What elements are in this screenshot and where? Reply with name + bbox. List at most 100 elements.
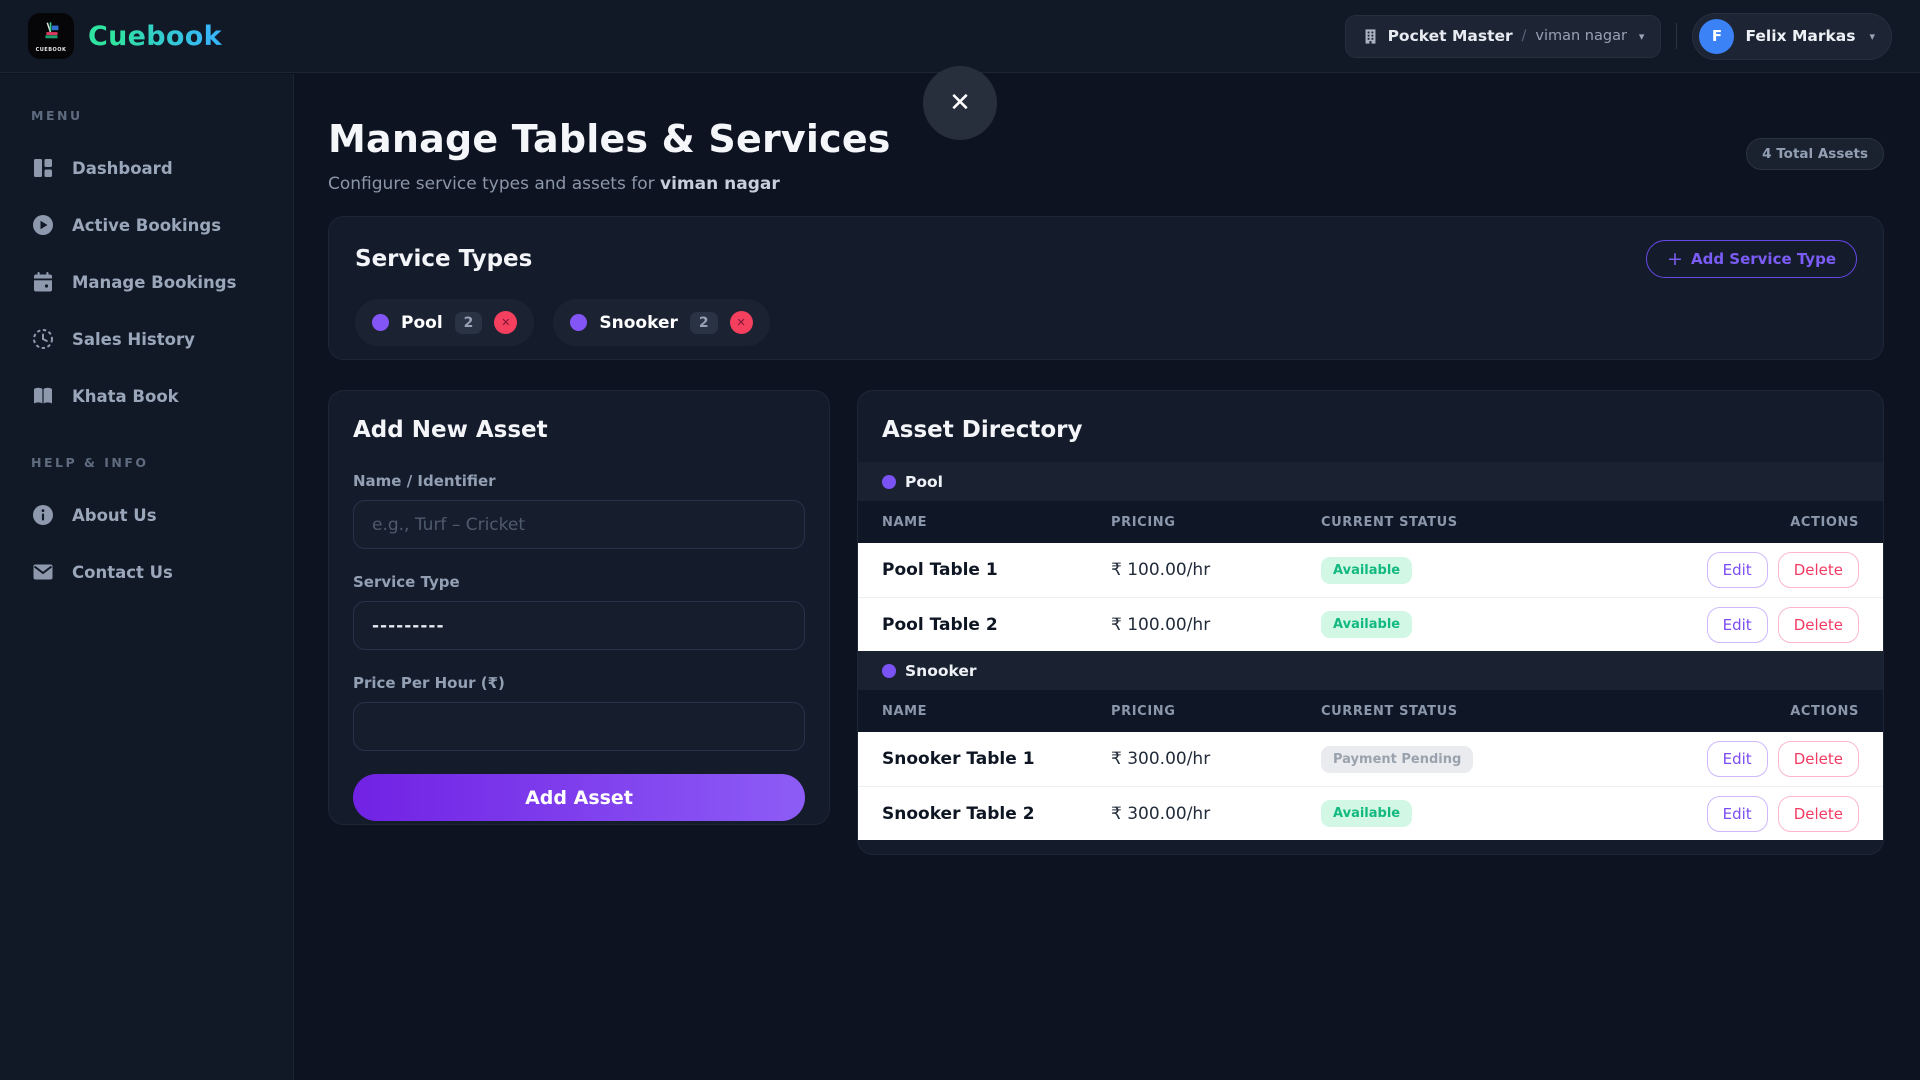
- price-field-label: Price Per Hour (₹): [353, 674, 505, 692]
- status-badge: Available: [1321, 611, 1413, 638]
- service-type-chip-pool[interactable]: Pool 2 ✕: [355, 299, 535, 346]
- topbar: CUEBOOK Cuebook Pocket Master / viman na…: [0, 0, 1920, 73]
- edit-button[interactable]: Edit: [1706, 795, 1768, 832]
- sidebar-item-label: Sales History: [72, 329, 195, 349]
- user-name: Felix Markas: [1745, 27, 1856, 45]
- plus-icon: +: [1667, 248, 1683, 270]
- status-badge: Available: [1321, 556, 1413, 584]
- chevron-down-icon: ▾: [1869, 29, 1875, 43]
- logo-mark-icon: [45, 21, 59, 38]
- asset-directory-card: Asset Directory Pool NAME PRICING CURREN…: [857, 390, 1884, 855]
- column-pricing: PRICING: [1111, 703, 1176, 719]
- column-pricing: PRICING: [1111, 514, 1176, 530]
- chip-count-badge: 2: [689, 311, 718, 334]
- service-dot-icon: [372, 314, 389, 331]
- price-per-hour-input[interactable]: [353, 702, 805, 751]
- add-service-type-button[interactable]: + Add Service Type: [1646, 240, 1857, 278]
- service-types-title: Service Types: [355, 246, 533, 272]
- logo-caption: CUEBOOK: [35, 46, 67, 53]
- page-title: Manage Tables & Services: [328, 117, 891, 161]
- table-column-header: NAME PRICING CURRENT STATUS ACTIONS: [858, 690, 1883, 732]
- asset-name: Snooker Table 1: [882, 749, 1035, 769]
- add-service-type-label: Add Service Type: [1690, 250, 1836, 268]
- column-name: NAME: [882, 703, 928, 719]
- name-field-label: Name / Identifier: [353, 472, 496, 490]
- remove-service-type-button[interactable]: ✕: [729, 311, 753, 334]
- avatar: F: [1699, 18, 1735, 54]
- column-actions: ACTIONS: [1790, 703, 1859, 719]
- add-asset-button[interactable]: Add Asset: [353, 774, 805, 821]
- user-menu[interactable]: F Felix Markas ▾: [1692, 12, 1892, 60]
- close-button[interactable]: ✕: [923, 66, 997, 140]
- branch-name: viman nagar: [1535, 28, 1627, 44]
- play-circle-icon: [33, 215, 53, 235]
- asset-name: Snooker Table 2: [882, 803, 1035, 824]
- org-separator: /: [1521, 28, 1527, 44]
- service-dot-icon: [882, 474, 896, 489]
- sidebar-item-dashboard[interactable]: Dashboard: [31, 156, 273, 180]
- subtitle-text: Configure service types and assets for: [328, 174, 661, 194]
- sidebar-item-manage-bookings[interactable]: Manage Bookings: [31, 270, 273, 294]
- remove-service-type-button[interactable]: ✕: [494, 311, 518, 334]
- service-type-chips: Pool 2 ✕ Snooker 2 ✕: [355, 299, 1857, 346]
- main-content: Manage Tables & Services Configure servi…: [295, 74, 1920, 1080]
- sidebar-item-contact-us[interactable]: Contact Us: [31, 560, 273, 584]
- group-header-pool: Pool: [858, 462, 1883, 501]
- close-icon: ✕: [949, 88, 971, 118]
- menu-section-label: MENU: [31, 108, 83, 123]
- column-actions: ACTIONS: [1790, 514, 1859, 530]
- column-status: CURRENT STATUS: [1321, 514, 1458, 530]
- service-dot-icon: [882, 663, 896, 678]
- dashboard-icon: [34, 159, 52, 177]
- topbar-right: Pocket Master / viman nagar ▾ F Felix Ma…: [1344, 12, 1892, 60]
- table-column-header: NAME PRICING CURRENT STATUS ACTIONS: [858, 501, 1883, 543]
- status-badge: Payment Pending: [1321, 745, 1474, 773]
- group-name: Snooker: [905, 661, 977, 680]
- chip-label: Snooker: [599, 312, 678, 333]
- sidebar-item-sales-history[interactable]: Sales History: [31, 327, 273, 351]
- group-name: Pool: [905, 472, 943, 491]
- org-name: Pocket Master: [1387, 27, 1513, 45]
- group-header-snooker: Snooker: [858, 651, 1883, 690]
- column-status: CURRENT STATUS: [1321, 703, 1458, 719]
- delete-button[interactable]: Delete: [1777, 606, 1859, 643]
- sidebar-item-active-bookings[interactable]: Active Bookings: [31, 213, 273, 237]
- service-type-field-label: Service Type: [353, 573, 460, 591]
- page-subtitle: Configure service types and assets for v…: [328, 174, 891, 194]
- close-icon: ✕: [501, 316, 511, 329]
- service-type-select[interactable]: ---------: [353, 601, 805, 650]
- subtitle-branch: viman nagar: [660, 174, 780, 194]
- service-type-chip-snooker[interactable]: Snooker 2 ✕: [553, 299, 770, 346]
- envelope-icon: [33, 564, 53, 580]
- sidebar-item-about-us[interactable]: About Us: [31, 503, 273, 527]
- asset-name: Pool Table 2: [882, 614, 998, 635]
- service-types-card: Service Types + Add Service Type Pool 2 …: [328, 216, 1884, 360]
- asset-name: Pool Table 1: [882, 560, 998, 580]
- delete-button[interactable]: Delete: [1777, 552, 1859, 588]
- sidebar-item-label: Khata Book: [72, 386, 179, 406]
- chip-count-badge: 2: [454, 311, 483, 334]
- calendar-icon: [34, 272, 52, 292]
- table-row: Pool Table 2 ₹ 100.00/hr Available Edit …: [858, 597, 1883, 651]
- sidebar: MENU Dashboard Active Bookings: [0, 74, 294, 1080]
- edit-button[interactable]: Edit: [1706, 741, 1768, 777]
- cuebook-logo-icon[interactable]: CUEBOOK: [28, 13, 74, 59]
- table-row: Snooker Table 1 ₹ 300.00/hr Payment Pend…: [858, 732, 1883, 786]
- close-icon: ✕: [736, 316, 746, 329]
- service-dot-icon: [570, 314, 588, 331]
- asset-pricing: ₹ 300.00/hr: [1111, 803, 1211, 824]
- asset-name-input[interactable]: [353, 500, 805, 549]
- delete-button[interactable]: Delete: [1777, 741, 1859, 777]
- table-row: Pool Table 1 ₹ 100.00/hr Available Edit …: [858, 543, 1883, 597]
- sidebar-item-label: Contact Us: [72, 562, 173, 582]
- building-icon: [1365, 28, 1376, 44]
- sidebar-item-khata-book[interactable]: Khata Book: [31, 384, 273, 408]
- status-badge: Available: [1321, 800, 1413, 827]
- delete-button[interactable]: Delete: [1777, 795, 1859, 832]
- history-clock-icon: [33, 329, 53, 349]
- location-switcher[interactable]: Pocket Master / viman nagar ▾: [1344, 14, 1662, 58]
- column-name: NAME: [882, 514, 928, 530]
- edit-button[interactable]: Edit: [1706, 606, 1768, 643]
- edit-button[interactable]: Edit: [1706, 552, 1768, 588]
